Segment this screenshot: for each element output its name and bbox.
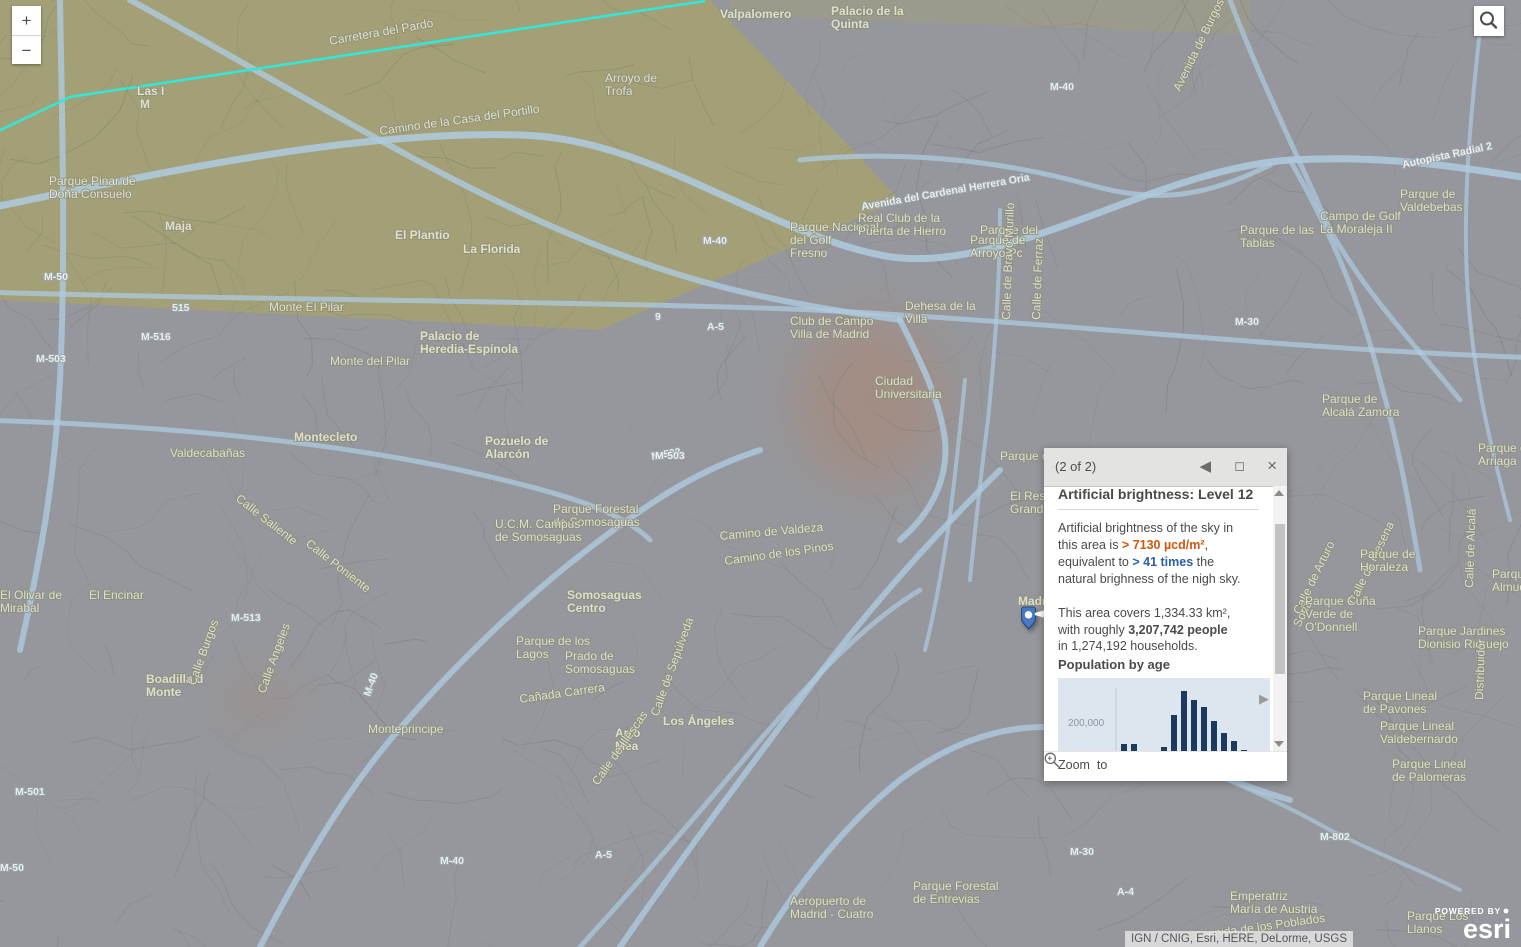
svg-text:esri: esri — [1463, 914, 1511, 943]
svg-text:El Encinar: El Encinar — [89, 588, 144, 602]
svg-text:Valdecabañas: Valdecabañas — [170, 446, 245, 460]
svg-text:U.C.M. Campus: U.C.M. Campus — [495, 517, 580, 531]
svg-text:Horaleza: Horaleza — [1360, 560, 1408, 574]
svg-text:Verde de: Verde de — [1305, 607, 1353, 621]
svg-text:M-40: M-40 — [1050, 81, 1074, 93]
svg-text:Valdebebas: Valdebebas — [1400, 200, 1463, 214]
svg-text:M-50: M-50 — [0, 862, 24, 874]
svg-text:Aeropuerto de: Aeropuerto de — [790, 894, 866, 908]
svg-text:Heredia-Espínola: Heredia-Espínola — [420, 342, 518, 356]
svg-text:Palacio de la: Palacio de la — [831, 4, 904, 18]
svg-text:Arroyo de: Arroyo de — [605, 71, 657, 85]
svg-text:Valdebernardo: Valdebernardo — [1380, 732, 1458, 746]
svg-text:Parque Forestal: Parque Forestal — [913, 879, 998, 893]
svg-text:de Palomeras: de Palomeras — [1392, 770, 1466, 784]
svg-text:Los Ángeles: Los Ángeles — [663, 713, 735, 728]
svg-text:Parque de las: Parque de las — [1240, 223, 1314, 237]
svg-text:Villa: Villa — [905, 312, 928, 326]
svg-text:Doña Consuelo: Doña Consuelo — [49, 187, 132, 201]
svg-text:M-513: M-513 — [231, 612, 261, 624]
svg-text:Valpalomero: Valpalomero — [720, 7, 791, 21]
svg-text:Almudena: Almudena — [1492, 580, 1521, 594]
svg-text:M-503: M-503 — [36, 353, 66, 365]
svg-text:Monte del Pilar: Monte del Pilar — [330, 354, 410, 368]
svg-text:Parque de: Parque de — [1322, 392, 1378, 406]
svg-text:Distribuidor: Distribuidor — [1472, 639, 1488, 700]
svg-text:Centro: Centro — [567, 601, 606, 615]
svg-text:Villa de Madrid: Villa de Madrid — [790, 327, 869, 341]
svg-text:Monte: Monte — [146, 685, 182, 699]
svg-text:Montecleto: Montecleto — [294, 430, 357, 444]
svg-text:Trofa: Trofa — [605, 84, 633, 98]
svg-text:M-516: M-516 — [141, 331, 171, 343]
svg-text:O'Donnell: O'Donnell — [1305, 620, 1357, 634]
svg-text:Fresno: Fresno — [790, 246, 828, 260]
svg-text:A-4: A-4 — [1117, 886, 1134, 898]
svg-text:Campo de Golf: Campo de Golf — [1320, 209, 1401, 223]
svg-text:de Pavones: de Pavones — [1363, 702, 1426, 716]
svg-text:Parque de: Parque de — [1400, 187, 1456, 201]
svg-text:Parque Cuña: Parque Cuña — [1305, 594, 1376, 608]
svg-text:9: 9 — [655, 311, 661, 323]
svg-text:200,000: 200,000 — [1068, 718, 1105, 729]
svg-text:Parque Lineal: Parque Lineal — [1392, 757, 1466, 771]
svg-text:Alcalá Zamora: Alcalá Zamora — [1322, 405, 1400, 419]
svg-text:Real Club de la: Real Club de la — [858, 211, 940, 225]
svg-text:M-501: M-501 — [15, 786, 45, 798]
svg-text:Club de Campo: Club de Campo — [790, 314, 874, 328]
svg-text:El Olivar de: El Olivar de — [0, 588, 62, 602]
svg-text:de Somosaguas: de Somosaguas — [495, 530, 582, 544]
svg-text:El Plantio: El Plantio — [395, 228, 450, 242]
svg-text:M-50: M-50 — [44, 271, 68, 283]
svg-text:Calle de Ferraz: Calle de Ferraz — [1029, 238, 1046, 320]
svg-text:La Florida: La Florida — [463, 242, 521, 256]
svg-text:Parque de: Parque de — [1478, 441, 1521, 455]
svg-text:Parque Forestal: Parque Forestal — [553, 502, 638, 516]
svg-text:Pozuelo de: Pozuelo de — [485, 434, 549, 448]
svg-text:Prado de: Prado de — [565, 649, 614, 663]
svg-text:M-40: M-40 — [703, 235, 727, 247]
svg-text:Parque de: Parque de — [1360, 547, 1416, 561]
svg-text:Dionisio Ridruejo: Dionisio Ridruejo — [1418, 637, 1509, 651]
svg-text:Maja: Maja — [165, 219, 192, 233]
svg-text:M-802: M-802 — [1320, 831, 1350, 843]
svg-text:Universitaria: Universitaria — [875, 387, 942, 401]
svg-text:Ciudad: Ciudad — [875, 374, 913, 388]
svg-text:M-503: M-503 — [655, 450, 685, 462]
svg-text:Parque de la: Parque de la — [1492, 567, 1521, 581]
svg-text:Monteprincipe: Monteprincipe — [368, 722, 444, 736]
svg-text:Calle de Alcalá: Calle de Alcalá — [1462, 508, 1479, 588]
svg-text:Puerta de Hierro: Puerta de Hierro — [858, 224, 946, 238]
svg-text:Dehesa de la: Dehesa de la — [905, 299, 976, 313]
svg-text:Parque Jardines: Parque Jardines — [1418, 624, 1505, 638]
svg-text:Las I: Las I — [137, 84, 164, 98]
svg-text:Parque Pinar de: Parque Pinar de — [49, 174, 136, 188]
svg-text:Parque Lineal: Parque Lineal — [1363, 689, 1437, 703]
svg-text:Somosaguas: Somosaguas — [567, 588, 642, 602]
svg-text:Mirabal: Mirabal — [0, 601, 39, 615]
svg-text:Madrid - Cuatro: Madrid - Cuatro — [790, 907, 874, 921]
svg-text:Tablas: Tablas — [1240, 236, 1275, 250]
svg-text:Quinta: Quinta — [831, 17, 869, 31]
svg-text:M-40: M-40 — [440, 855, 464, 867]
svg-text:de Entrevias: de Entrevias — [913, 892, 980, 906]
svg-text:Alarcón: Alarcón — [485, 447, 530, 461]
svg-text:Somosaguas: Somosaguas — [565, 662, 635, 676]
svg-text:del Golf: del Golf — [790, 233, 832, 247]
svg-text:M: M — [140, 97, 150, 111]
svg-text:Lagos: Lagos — [516, 647, 549, 661]
svg-text:M-30: M-30 — [1235, 316, 1259, 328]
svg-text:Palacio de: Palacio de — [420, 329, 480, 343]
svg-text:La Moraleja II: La Moraleja II — [1320, 222, 1393, 236]
svg-text:A-5: A-5 — [595, 849, 612, 861]
svg-text:Monte El Pilar: Monte El Pilar — [269, 300, 344, 314]
svg-text:Arriaga: Arriaga — [1478, 454, 1517, 468]
svg-text:M-30: M-30 — [1070, 846, 1094, 858]
svg-text:515: 515 — [172, 302, 190, 314]
svg-text:Emperatriz: Emperatriz — [1230, 889, 1288, 903]
svg-text:A-5: A-5 — [707, 321, 724, 333]
svg-text:Parque Lineal: Parque Lineal — [1380, 719, 1454, 733]
svg-text:Parque de los: Parque de los — [516, 634, 590, 648]
